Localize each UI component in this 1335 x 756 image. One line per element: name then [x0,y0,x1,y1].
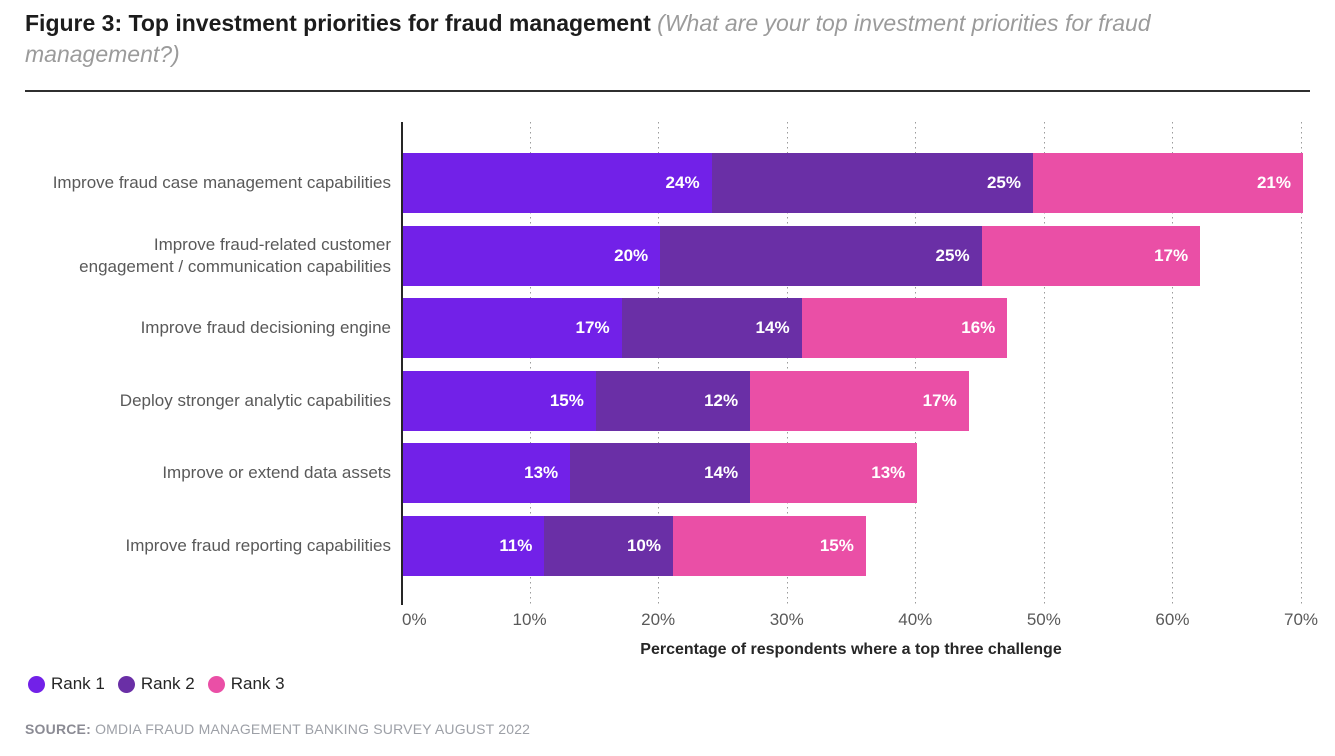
bar-segment-rank-2: 25% [711,153,1033,213]
bar-value-label: 14% [704,463,739,482]
bar-value-label: 11% [499,535,533,555]
bar-segment-rank-3: 17% [981,225,1201,286]
bar-value-label: 16% [961,318,996,337]
bar-value-label: 17% [1154,245,1189,265]
bar-segment-rank-1: 11% [403,515,545,576]
bar-value-label: 25% [935,245,970,265]
bar-segment-rank-2: 12% [595,370,751,431]
legend-label: Rank 3 [230,674,285,693]
bar-value-label: 17% [575,318,610,337]
bar-segment-rank-2: 14% [621,298,802,358]
bar-value-label: 12% [704,390,739,410]
legend-item-rank-3: Rank 3 [207,674,285,694]
category-label-4: Improve or extend data assets [162,463,391,482]
figure-title-question: (What are your top investment priorities… [25,10,1151,67]
category-label-0: Improve fraud case management capabiliti… [52,173,391,192]
category-label-3: Deploy stronger analytic capabilities [119,390,391,410]
legend-swatch-icon [207,675,225,693]
bar-segment-rank-3: 21% [1033,153,1303,213]
bar-row-0: 24% 25% 21% [403,153,1303,213]
bar-segment-rank-3: 15% [673,515,866,576]
bar-segment-rank-3: 16% [801,298,1008,358]
bar-segment-rank-3: 13% [750,443,918,503]
gridline-70pct [1301,122,1302,605]
bar-segment-rank-2: 10% [544,515,673,576]
legend-label: Rank 1 [51,674,105,693]
bar-segment-rank-1: 13% [403,443,571,503]
category-label-5: Improve fraud reporting capabilities [125,535,391,555]
source-text: OMDIA FRAUD MANAGEMENT BANKING SURVEY AU… [95,721,531,737]
chart-legend: Rank 1 Rank 2 Rank 3 [28,674,285,694]
gridline-50pct [1043,122,1045,605]
legend-item-rank-1: Rank 1 [28,674,105,694]
figure-title-main: Figure 3: Top investment priorities for … [25,10,651,36]
bar-value-label: 15% [549,390,584,410]
x-tick-label-70pct: 70% [1283,610,1319,629]
bar-value-label: 13% [524,463,559,482]
bar-value-label: 24% [665,173,700,192]
gridline-30pct [786,122,788,605]
legend-swatch-icon [117,675,135,693]
bar-value-label: 10% [626,535,661,555]
x-axis-title: Percentage of respondents where a top th… [640,641,1062,658]
x-tick-label-10pct: 10% [512,610,547,629]
bar-row-5: 11% 10% 15% [403,515,866,576]
bar-row-4: 13% 14% 13% [403,443,918,503]
bar-segment-rank-3: 17% [750,370,969,431]
x-tick-label-30pct: 30% [769,610,804,629]
x-tick-label-20pct: 20% [641,610,676,629]
category-label-2: Improve fraud decisioning engine [140,318,391,337]
category-label-1: Improve fraud-related customer engagemen… [79,234,391,276]
legend-item-rank-2: Rank 2 [117,674,195,694]
legend-label: Rank 2 [140,674,195,693]
bar-segment-rank-2: 25% [660,225,982,286]
figure-title: Figure 3: Top investment priorities for … [25,8,1287,70]
x-tick-label-60pct: 60% [1155,610,1190,629]
bar-segment-rank-2: 14% [570,443,751,503]
legend-swatch-icon [28,675,45,693]
bar-value-label: 15% [819,535,854,555]
source-label: SOURCE: [25,721,91,737]
title-divider [25,90,1310,92]
x-tick-label-40pct: 40% [898,610,933,629]
y-axis-line [401,122,403,605]
bar-value-label: 25% [986,173,1021,192]
bar-value-label: 17% [922,390,957,410]
bar-row-2: 17% 14% 16% [403,298,1008,358]
gridline-20pct [658,122,660,605]
bar-value-label: 21% [1256,173,1291,192]
x-tick-label-0pct: 0% [402,610,427,629]
bar-value-label: 14% [755,318,790,337]
bar-value-label: 20% [614,245,649,265]
bar-segment-rank-1: 20% [403,225,661,286]
gridline-40pct [915,122,917,605]
bar-segment-rank-1: 15% [403,370,596,431]
bar-row-1: 20% 25% 17% [403,225,1201,286]
bar-segment-rank-1: 24% [403,153,712,213]
bar-row-3: 15% 12% 17% [403,370,969,431]
gridline-10pct [529,122,531,605]
x-tick-label-50pct: 50% [1026,610,1061,629]
bar-segment-rank-1: 17% [403,298,622,358]
bar-value-label: 13% [871,463,906,482]
source-note: SOURCE: OMDIA FRAUD MANAGEMENT BANKING S… [25,721,530,737]
gridline-60pct [1172,122,1174,605]
